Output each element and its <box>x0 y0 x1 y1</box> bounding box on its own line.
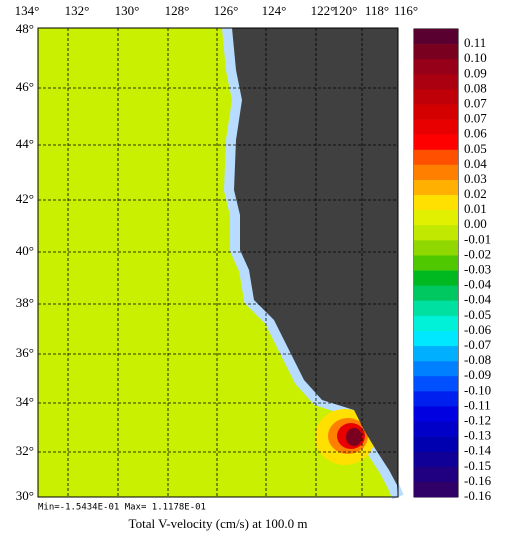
lon-label: 120° <box>333 3 358 18</box>
colorbar-bin <box>414 44 458 60</box>
colorbar-label: 0.03 <box>464 171 487 186</box>
colorbar-label: -0.03 <box>464 262 491 277</box>
colorbar-label: -0.04 <box>464 277 492 292</box>
colorbar-bin <box>414 346 458 362</box>
colorbar-label: -0.12 <box>464 413 491 428</box>
colorbar-bin <box>414 481 458 498</box>
lat-label: 34° <box>16 394 34 409</box>
map-frame <box>37 27 399 498</box>
lat-label: 38° <box>16 295 34 310</box>
colorbar-bin <box>414 451 458 468</box>
colorbar-label: -0.15 <box>464 458 491 473</box>
map-area <box>37 27 404 500</box>
colorbar-label: 0.08 <box>464 80 487 95</box>
coastal-band <box>222 27 404 500</box>
colorbar-label: 0.11 <box>464 35 486 50</box>
colorbar-bin <box>414 210 458 226</box>
colorbar-bin <box>414 149 458 166</box>
map-title: Total V-velocity (cm/s) at 100.0 m <box>129 516 308 531</box>
colorbar-label: -0.04 <box>464 292 492 307</box>
colorbar-label: -0.14 <box>464 443 492 458</box>
colorbar-bin <box>414 195 458 211</box>
colorbar-label: 0.07 <box>464 95 487 110</box>
lon-label: 118° <box>365 3 389 18</box>
colorbar-label: -0.06 <box>464 322 492 337</box>
colorbar-bin <box>414 300 458 317</box>
colorbar-bin <box>414 134 458 151</box>
colorbar-bin <box>414 29 458 45</box>
colorbar-bin <box>414 104 458 120</box>
lon-label: 116° <box>394 3 418 18</box>
colorbar-bin <box>414 285 458 302</box>
colorbar-bin <box>414 59 458 75</box>
colorbar-bin <box>414 255 458 271</box>
colorbar-label: 0.05 <box>464 141 487 156</box>
colorbar-label: -0.01 <box>464 231 491 246</box>
lon-label: 126° <box>214 3 239 18</box>
lat-label: 36° <box>16 345 34 360</box>
min-max: Min=-1.5434E-01 Max= 1.1178E-01 <box>38 503 206 513</box>
colorbar-bin <box>414 436 458 453</box>
colorbar-label: 0.04 <box>464 156 487 171</box>
colorbar-bin <box>414 406 458 422</box>
colorbar-bin <box>414 330 458 347</box>
eddy <box>346 428 362 446</box>
colorbar-label: 0.01 <box>464 201 487 216</box>
colorbar-label: 0.10 <box>464 50 487 65</box>
lat-label: 30° <box>16 488 34 503</box>
colorbar-bin <box>414 240 458 256</box>
lat-label: 42° <box>16 191 34 206</box>
colorbar-label: -0.16 <box>464 473 492 488</box>
lon-label: 128° <box>165 3 190 18</box>
colorbar-label: -0.11 <box>464 397 491 412</box>
colorbar-bin <box>414 179 458 196</box>
colorbar-bin <box>414 391 458 407</box>
colorbar-label: 0.00 <box>464 216 487 231</box>
lon-label: 134° <box>15 3 40 18</box>
colorbar-label: -0.16 <box>464 488 492 503</box>
lat-label: 46° <box>16 79 34 94</box>
colorbar-label: 0.07 <box>464 111 487 126</box>
colorbar-bin <box>414 89 458 105</box>
lon-label: 130° <box>115 3 140 18</box>
colorbar-bin <box>414 421 458 437</box>
lat-label: 40° <box>16 243 34 258</box>
lat-label: 32° <box>16 443 34 458</box>
lat-label: 44° <box>16 136 34 151</box>
colorbar-bin <box>414 315 458 332</box>
colorbar-label: -0.05 <box>464 307 491 322</box>
colorbar-bin <box>414 270 458 286</box>
lon-label: 132° <box>65 3 90 18</box>
colorbar-label: -0.10 <box>464 382 491 397</box>
colorbar-label: -0.09 <box>464 367 491 382</box>
colorbar-bin <box>414 361 458 377</box>
colorbar-label: -0.07 <box>464 337 492 352</box>
lon-label: 122° <box>311 3 336 18</box>
colorbar-label: -0.02 <box>464 246 491 261</box>
colorbar-bin <box>414 225 458 241</box>
colorbar-bin <box>414 74 458 90</box>
colorbar-label: -0.08 <box>464 352 491 367</box>
colorbar-label: 0.09 <box>464 65 487 80</box>
colorbar-bin <box>414 119 458 135</box>
colorbar-label: 0.02 <box>464 186 487 201</box>
colorbar-bin <box>414 164 458 181</box>
colorbar-label: 0.06 <box>464 126 487 141</box>
colorbar-bin <box>414 376 458 392</box>
colorbar-bin <box>414 466 458 483</box>
colorbar-label: -0.13 <box>464 428 491 443</box>
lat-label: 48° <box>16 21 34 36</box>
lon-label: 124° <box>262 3 287 18</box>
